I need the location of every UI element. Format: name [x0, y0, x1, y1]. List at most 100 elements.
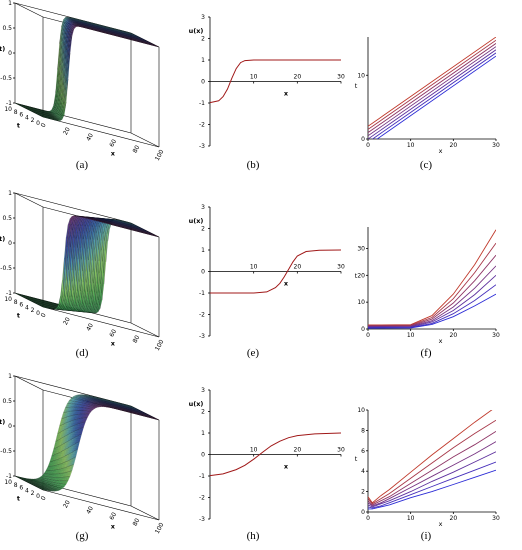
x-tick-label: 20	[450, 332, 458, 339]
characteristic-line	[368, 451, 496, 508]
y-tick-label: 3	[201, 387, 205, 394]
x-axis-label: x	[111, 150, 116, 158]
x-axis-label: x	[439, 520, 443, 528]
z-tick-label: -0.5	[0, 75, 12, 82]
x-axis-label: x	[111, 523, 116, 531]
x-tick-label: 0	[366, 515, 370, 522]
x-tick-label: 20	[62, 126, 72, 136]
x-tick-label: 20	[450, 142, 458, 149]
characteristic-line	[371, 52, 496, 139]
x-axis-label: x	[111, 340, 116, 348]
x-tick-label: 60	[108, 511, 118, 521]
surface-frame-edge	[14, 2, 44, 18]
x-tick-label: 20	[294, 264, 302, 271]
y-tick-label: -3	[199, 333, 205, 340]
x-tick-label: 10	[407, 142, 415, 149]
characteristic-line	[368, 284, 496, 329]
x-tick-label: 60	[108, 328, 118, 338]
x-axis-label: x	[439, 337, 443, 345]
t-tick-label: 6	[19, 302, 23, 309]
x-tick-label: 30	[492, 142, 500, 149]
surface-frame-edge	[14, 192, 132, 224]
z-tick-label: 1	[8, 373, 12, 380]
x-tick-label: 10	[250, 264, 258, 271]
panel-caption: (d)	[76, 347, 89, 359]
panel-caption: (h)	[247, 530, 260, 542]
characteristic-line	[376, 55, 496, 139]
y-tick-label: 8	[361, 427, 365, 434]
z-tick-label: 0.5	[2, 25, 12, 32]
x-tick-label: 0	[40, 495, 48, 502]
x-tick-label: 30	[337, 264, 345, 271]
characteristic-line	[368, 242, 496, 326]
y-axis-label: u(x)	[189, 217, 204, 225]
x-tick-label: 100	[154, 338, 166, 352]
x-tick-label: 40	[85, 505, 95, 515]
panel-caption: (b)	[247, 159, 260, 171]
t-tick-label: 8	[14, 109, 18, 116]
t-tick-label: 10	[4, 106, 12, 113]
x-tick-label: 0	[366, 332, 370, 339]
x-tick-label: 100	[154, 148, 166, 162]
characteristic-line	[368, 37, 496, 127]
t-tick-label: 2	[31, 490, 35, 497]
x-axis-label: x	[284, 90, 289, 98]
panel-caption: (i)	[421, 530, 432, 542]
characteristic-line	[368, 39, 496, 130]
z-tick-label: 0	[8, 423, 12, 430]
z-axis-label: u(x,t)	[0, 418, 5, 426]
y-axis-label: u(x)	[189, 27, 204, 35]
y-tick-label: 30	[357, 245, 365, 252]
y-tick-label: -1	[199, 473, 205, 480]
z-tick-label: -1	[6, 100, 12, 107]
x-axis-label: x	[439, 147, 443, 155]
y-tick-label: 4	[361, 468, 365, 475]
t-tick-label: 2	[31, 117, 35, 124]
x-tick-label: 20	[450, 515, 458, 522]
characteristic-line	[368, 461, 496, 509]
x-tick-label: 10	[407, 332, 415, 339]
y-tick-label: 0	[201, 79, 205, 86]
surface-frame-edge	[130, 132, 160, 148]
t-tick-label: 10	[4, 479, 12, 486]
y-tick-label: 3	[201, 204, 205, 211]
x-tick-label: 0	[40, 122, 48, 129]
y-tick-label: 20	[357, 272, 365, 279]
x-tick-label: 20	[62, 316, 72, 326]
t-tick-label: 6	[19, 112, 23, 119]
x-tick-label: 80	[132, 517, 142, 527]
y-axis-label: u(x)	[189, 400, 204, 408]
surface-frame-edge	[42, 116, 160, 148]
t-tick-label: 6	[19, 485, 23, 492]
y-tick-label: 0	[201, 452, 205, 459]
y-tick-label: 1	[201, 430, 205, 437]
y-tick-label: 0	[361, 509, 365, 516]
characteristic-line	[368, 410, 493, 504]
y-tick-label: -2	[199, 122, 205, 129]
z-tick-label: -0.5	[0, 448, 12, 455]
panel-caption: (f)	[421, 347, 432, 359]
t-tick-label: 8	[14, 482, 18, 489]
characteristic-line	[368, 49, 496, 139]
x-tick-label: 30	[337, 447, 345, 454]
x-tick-label: 0	[40, 312, 48, 319]
y-tick-label: 2	[201, 226, 205, 233]
y-tick-label: 0	[361, 136, 365, 143]
y-tick-label: -1	[199, 100, 205, 107]
y-tick-label: 0	[361, 326, 365, 333]
surface-frame-edge	[14, 375, 44, 391]
y-tick-label: 1	[201, 57, 205, 64]
x-tick-label: 20	[294, 447, 302, 454]
z-tick-label: 0	[8, 50, 12, 57]
x-tick-label: 80	[132, 144, 142, 154]
t-tick-label: 4	[25, 114, 29, 121]
y-tick-label: 0	[201, 269, 205, 276]
y-tick-label: 1	[201, 247, 205, 254]
x-tick-label: 60	[108, 138, 118, 148]
z-tick-label: 0.5	[2, 215, 12, 222]
z-tick-label: 1	[8, 190, 12, 197]
characteristic-line	[368, 431, 496, 506]
x-tick-label: 40	[85, 322, 95, 332]
